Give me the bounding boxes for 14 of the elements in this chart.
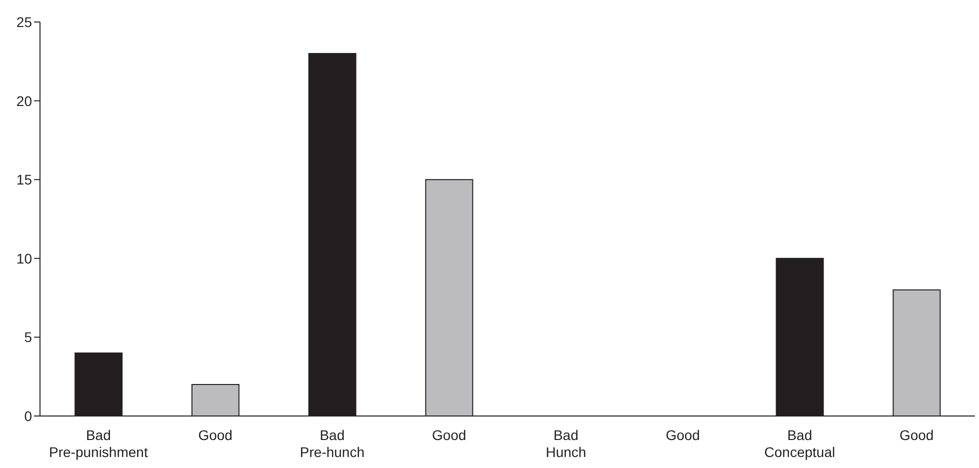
y-tick-label: 0: [24, 408, 32, 424]
y-tick-label: 5: [24, 329, 32, 346]
x-tick-label: Bad Hunch: [546, 427, 586, 460]
y-tick-label: 25: [16, 14, 32, 30]
x-tick-label: Good: [198, 427, 232, 443]
x-tick-label: Bad Pre-punishment: [49, 427, 148, 460]
y-tick-label: 10: [16, 250, 32, 266]
x-tick-label: Good: [666, 427, 700, 443]
x-tick-label: Bad Conceptual: [764, 427, 836, 460]
y-tick-label: 15: [16, 172, 32, 188]
x-tick-label: Bad Pre-hunch: [300, 427, 364, 460]
y-tick-label: 20: [16, 92, 32, 109]
x-tick-label: Good: [899, 427, 934, 443]
x-tick-label: Good: [432, 427, 466, 443]
